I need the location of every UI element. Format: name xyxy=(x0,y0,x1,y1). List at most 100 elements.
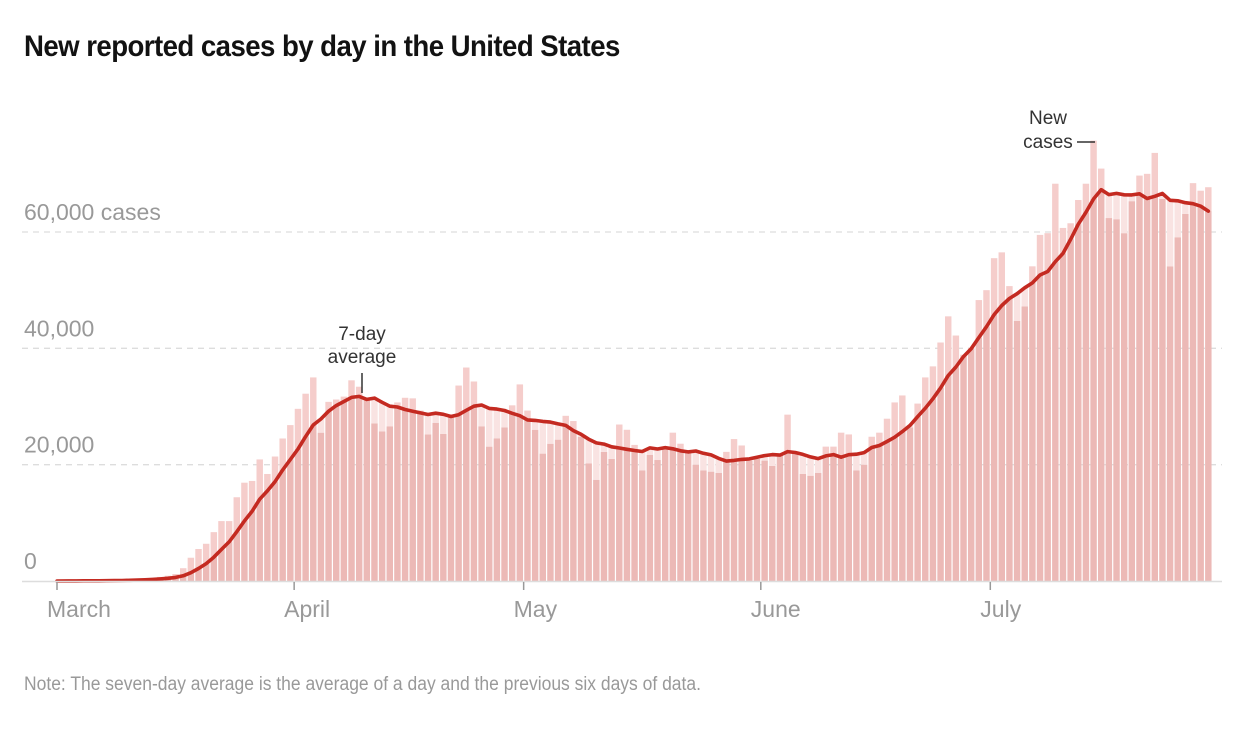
bar-excess xyxy=(1090,140,1097,199)
bar-excess xyxy=(470,381,478,407)
bar xyxy=(608,458,615,581)
bar xyxy=(746,460,753,581)
bar-excess xyxy=(1075,200,1082,225)
average-shortfall-area xyxy=(860,452,868,465)
bar-excess xyxy=(294,408,302,450)
bar-excess xyxy=(837,432,845,458)
chart-note: Note: The seven-day average is the avera… xyxy=(24,674,701,695)
bar xyxy=(868,447,875,581)
bar xyxy=(1143,198,1151,581)
bar xyxy=(570,430,577,581)
average-shortfall-area xyxy=(554,423,562,440)
bar xyxy=(447,417,455,581)
average-shortfall-area xyxy=(600,444,608,452)
y-tick-label: 0 xyxy=(24,548,37,574)
bar xyxy=(937,387,944,581)
average-shortfall-area xyxy=(853,454,860,471)
bar-excess xyxy=(669,432,677,449)
bar xyxy=(1105,218,1113,582)
bar-excess xyxy=(325,401,332,412)
bar-excess xyxy=(401,397,409,410)
bars-group xyxy=(57,140,1212,582)
bar xyxy=(792,452,799,581)
bar xyxy=(531,429,539,581)
bar xyxy=(1059,253,1067,581)
bar-excess xyxy=(616,424,623,449)
bar-excess xyxy=(287,425,294,460)
bar xyxy=(294,449,302,581)
bar-excess xyxy=(1197,190,1204,207)
bar xyxy=(1136,193,1143,581)
average-line-group xyxy=(55,187,1211,583)
y-tick-label: 40,000 xyxy=(24,315,94,341)
bar xyxy=(455,414,462,581)
bar-excess xyxy=(1036,234,1044,276)
bar xyxy=(1090,198,1097,581)
average-shortfall-area xyxy=(1166,200,1174,267)
bar-excess xyxy=(677,443,684,451)
average-shortfall-area xyxy=(761,455,768,461)
bar-excess xyxy=(1006,286,1013,299)
bar-excess xyxy=(738,445,745,460)
bar-excess xyxy=(218,521,225,550)
bar xyxy=(218,549,225,581)
bar xyxy=(975,337,983,581)
average-shortfall-area xyxy=(692,451,699,465)
bar xyxy=(1182,213,1189,582)
bar xyxy=(814,472,822,581)
bar xyxy=(730,460,738,581)
bar-excess xyxy=(463,367,470,411)
bar-excess xyxy=(562,415,569,426)
bar-excess xyxy=(723,451,730,462)
average-shortfall-area xyxy=(539,421,546,454)
bar-excess xyxy=(256,459,263,500)
bar xyxy=(600,451,608,581)
bar-excess xyxy=(516,384,524,416)
bar-excess xyxy=(225,521,233,542)
bar-excess xyxy=(187,557,195,573)
bar xyxy=(922,408,929,581)
bar xyxy=(769,465,776,581)
bar xyxy=(547,443,554,581)
bar-excess xyxy=(845,434,852,455)
bar xyxy=(470,406,478,581)
seven-day-average-line xyxy=(55,187,1211,583)
bar xyxy=(1197,206,1204,581)
bar-excess xyxy=(455,385,462,415)
x-tick-label: July xyxy=(980,596,1021,622)
bar xyxy=(1067,239,1074,581)
bar xyxy=(807,475,814,581)
bar-excess xyxy=(233,497,240,532)
bar xyxy=(577,436,585,581)
bar-excess xyxy=(822,446,830,456)
average-shortfall-area xyxy=(486,408,493,447)
bar xyxy=(340,401,348,581)
bar-excess xyxy=(937,342,944,388)
bar xyxy=(1120,233,1128,581)
bar xyxy=(1082,212,1090,581)
bar xyxy=(707,471,715,581)
bar xyxy=(317,432,325,581)
x-tick-label: June xyxy=(751,596,801,622)
average-shortfall-area xyxy=(547,422,554,444)
bar xyxy=(1166,266,1174,581)
bar-excess xyxy=(1059,227,1067,254)
bar xyxy=(1205,211,1212,581)
average-shortfall-area xyxy=(1128,194,1136,202)
bar xyxy=(248,511,256,581)
bar-excess xyxy=(1052,183,1059,262)
bar-excess xyxy=(409,398,416,412)
average-shortfall-area xyxy=(700,453,707,471)
bar-excess xyxy=(310,377,317,425)
bar-excess xyxy=(348,380,355,398)
bar xyxy=(424,434,432,581)
bar xyxy=(279,469,286,581)
bar-excess xyxy=(623,429,631,450)
average-shortfall-area xyxy=(478,405,485,427)
bar xyxy=(753,458,761,581)
bar xyxy=(998,305,1005,581)
bar xyxy=(241,521,248,581)
bar xyxy=(187,572,195,581)
bar xyxy=(960,356,967,581)
average-shortfall-area xyxy=(593,442,600,480)
